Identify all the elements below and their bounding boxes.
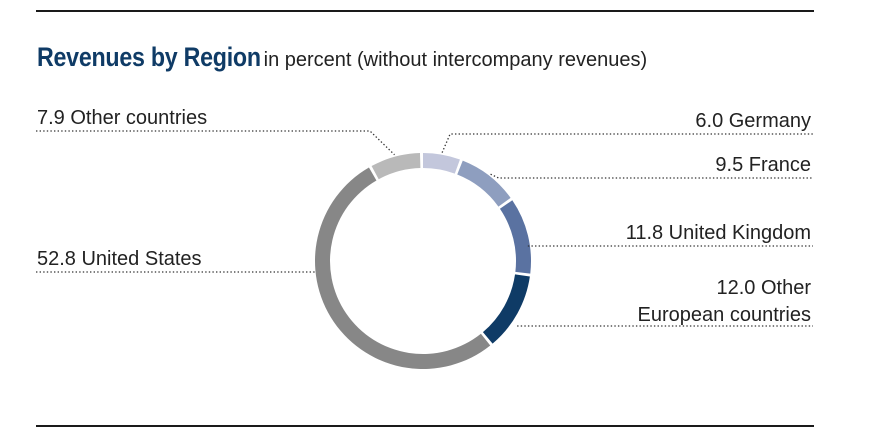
slice-germany	[423, 153, 460, 174]
chart-header: Revenues by Region in percent (without i…	[37, 42, 647, 73]
leader-germany	[441, 133, 813, 153]
label-france: 9.5 France	[715, 154, 811, 176]
chart-title: Revenues by Region	[37, 42, 261, 72]
label-united-kingdom: 11.8 United Kingdom	[626, 222, 811, 244]
label-other-countries: 7.9 Other countries	[37, 107, 207, 129]
slice-france	[457, 160, 511, 207]
leader-lines	[36, 130, 813, 327]
top-rule	[36, 10, 814, 12]
leader-other-countries	[36, 130, 395, 156]
data-labels: 6.0 Germany 9.5 France 11.8 United Kingdom…	[37, 107, 811, 326]
chart-subtitle: in percent (without intercompany revenue…	[263, 49, 648, 71]
slice-united-kingdom	[499, 200, 531, 274]
donut-slices	[314, 153, 531, 370]
slice-other-countries	[371, 153, 421, 180]
slice-united-states	[314, 167, 491, 370]
label-other-european-countries-line-2: European countries	[638, 304, 811, 326]
bottom-rule	[36, 425, 814, 427]
label-germany: 6.0 Germany	[695, 110, 811, 132]
label-united-states: 52.8 United States	[37, 248, 202, 270]
label-other-european-countries-line-1: 12.0 Other	[716, 277, 811, 299]
slice-other-european-countries	[482, 274, 530, 344]
